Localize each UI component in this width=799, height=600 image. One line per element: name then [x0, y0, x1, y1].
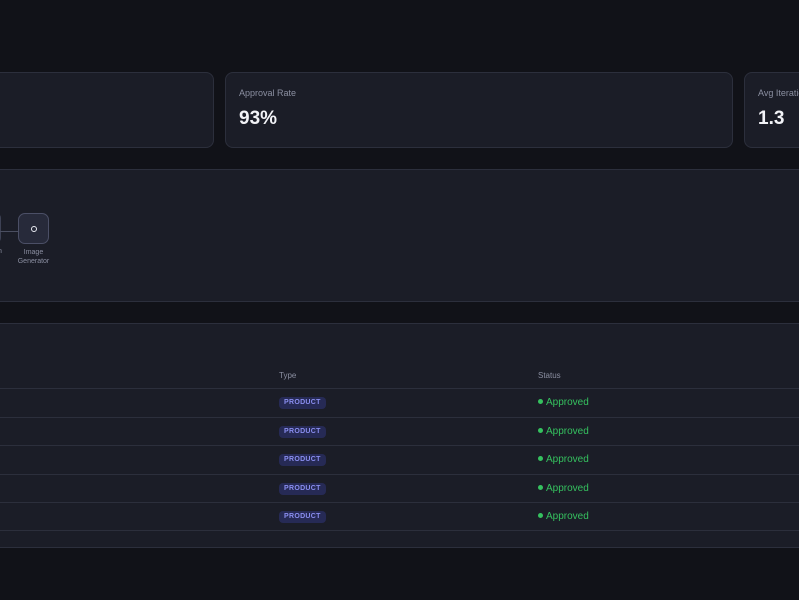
stat-card-approval-rate: Approval Rate 93% [225, 72, 733, 148]
type-badge: PRODUCT [279, 454, 326, 466]
status-dot-icon [538, 399, 543, 404]
table-row[interactable]: PRODUCT Approved [0, 388, 799, 417]
circle-icon [30, 225, 37, 232]
status-dot-icon [538, 456, 543, 461]
type-badge: PRODUCT [279, 511, 326, 523]
pipeline-node-label: n [0, 248, 2, 255]
results-table: Type Status PRODUCT Approved PRODUCT App… [0, 323, 799, 548]
stat-value: 1.3 [758, 108, 785, 129]
stat-value: 93% [239, 108, 278, 129]
stat-card-first [0, 72, 214, 148]
type-badge: PRODUCT [279, 426, 326, 438]
pipeline-connector [0, 231, 18, 232]
column-header-status: Status [538, 371, 561, 380]
status-badge: Approved [538, 511, 589, 522]
type-badge: PRODUCT [279, 397, 326, 409]
table-row[interactable]: PRODUCT Approved [0, 445, 799, 474]
status-badge: Approved [538, 483, 589, 494]
status-dot-icon [538, 428, 543, 433]
status-dot-icon [538, 513, 543, 518]
status-dot-icon [538, 485, 543, 490]
stat-label: Avg Iteratio [758, 88, 799, 98]
table-row[interactable]: PRODUCT Approved [0, 502, 799, 531]
stat-card-avg-iterations: Avg Iteratio 1.3 [744, 72, 799, 148]
status-badge: Approved [538, 426, 589, 437]
stat-label: Approval Rate [239, 88, 297, 98]
table-row[interactable]: PRODUCT Approved [0, 474, 799, 503]
column-header-type: Type [279, 371, 297, 380]
type-badge: PRODUCT [279, 483, 326, 495]
pipeline-node-image-generator[interactable] [18, 213, 49, 244]
pipeline-node-previous[interactable] [0, 213, 1, 243]
pipeline-node-label: Image Generator [17, 249, 50, 265]
pipeline-panel: n Image Generator [0, 169, 799, 302]
status-badge: Approved [538, 397, 589, 408]
status-badge: Approved [538, 454, 589, 465]
table-row[interactable]: PRODUCT Approved [0, 417, 799, 446]
